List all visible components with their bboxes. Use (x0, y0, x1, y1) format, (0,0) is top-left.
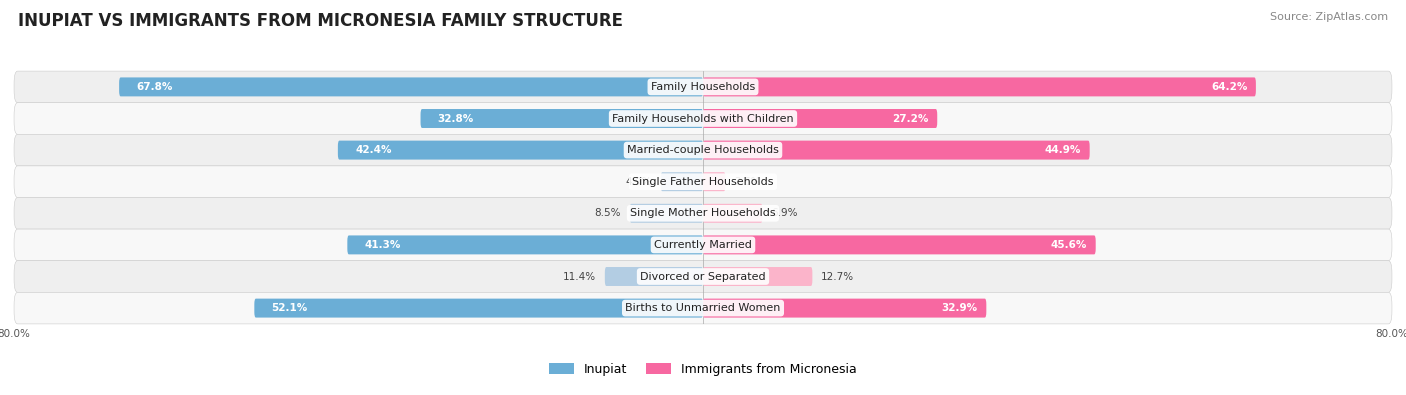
Text: 64.2%: 64.2% (1211, 82, 1247, 92)
Text: 32.9%: 32.9% (942, 303, 977, 313)
FancyBboxPatch shape (703, 235, 1095, 254)
Text: 67.8%: 67.8% (136, 82, 173, 92)
Text: 42.4%: 42.4% (356, 145, 392, 155)
FancyBboxPatch shape (703, 267, 813, 286)
FancyBboxPatch shape (337, 141, 703, 160)
FancyBboxPatch shape (254, 299, 703, 318)
Text: 32.8%: 32.8% (437, 113, 474, 124)
Text: Currently Married: Currently Married (654, 240, 752, 250)
Text: 44.9%: 44.9% (1045, 145, 1081, 155)
Text: Married-couple Households: Married-couple Households (627, 145, 779, 155)
Text: 8.5%: 8.5% (595, 208, 621, 218)
FancyBboxPatch shape (120, 77, 703, 96)
Text: 41.3%: 41.3% (364, 240, 401, 250)
Text: 52.1%: 52.1% (271, 303, 308, 313)
FancyBboxPatch shape (630, 204, 703, 223)
Legend: Inupiat, Immigrants from Micronesia: Inupiat, Immigrants from Micronesia (544, 358, 862, 381)
Text: Single Father Households: Single Father Households (633, 177, 773, 187)
FancyBboxPatch shape (14, 198, 1392, 229)
Text: 2.6%: 2.6% (734, 177, 761, 187)
Text: 6.9%: 6.9% (770, 208, 797, 218)
Text: Divorced or Separated: Divorced or Separated (640, 271, 766, 282)
FancyBboxPatch shape (703, 204, 762, 223)
Text: 12.7%: 12.7% (821, 271, 853, 282)
FancyBboxPatch shape (420, 109, 703, 128)
Text: 4.9%: 4.9% (626, 177, 652, 187)
Text: Family Households with Children: Family Households with Children (612, 113, 794, 124)
FancyBboxPatch shape (14, 261, 1392, 292)
FancyBboxPatch shape (703, 141, 1090, 160)
FancyBboxPatch shape (703, 299, 987, 318)
FancyBboxPatch shape (347, 235, 703, 254)
FancyBboxPatch shape (14, 292, 1392, 324)
FancyBboxPatch shape (605, 267, 703, 286)
FancyBboxPatch shape (703, 77, 1256, 96)
FancyBboxPatch shape (14, 103, 1392, 134)
Text: 45.6%: 45.6% (1050, 240, 1087, 250)
Text: Single Mother Households: Single Mother Households (630, 208, 776, 218)
Text: 27.2%: 27.2% (893, 113, 928, 124)
Text: 11.4%: 11.4% (562, 271, 596, 282)
FancyBboxPatch shape (14, 134, 1392, 166)
Text: Births to Unmarried Women: Births to Unmarried Women (626, 303, 780, 313)
FancyBboxPatch shape (14, 229, 1392, 261)
FancyBboxPatch shape (703, 172, 725, 191)
FancyBboxPatch shape (14, 166, 1392, 198)
Text: INUPIAT VS IMMIGRANTS FROM MICRONESIA FAMILY STRUCTURE: INUPIAT VS IMMIGRANTS FROM MICRONESIA FA… (18, 12, 623, 30)
FancyBboxPatch shape (703, 109, 938, 128)
Text: Family Households: Family Households (651, 82, 755, 92)
FancyBboxPatch shape (661, 172, 703, 191)
FancyBboxPatch shape (14, 71, 1392, 103)
Text: Source: ZipAtlas.com: Source: ZipAtlas.com (1270, 12, 1388, 22)
